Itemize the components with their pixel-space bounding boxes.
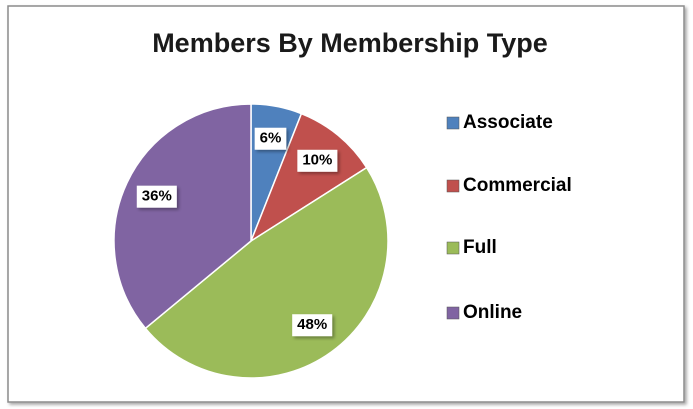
data-label: 36% — [142, 188, 172, 205]
legend-swatch — [446, 116, 460, 130]
pie-slice — [113, 103, 252, 330]
data-label: 10% — [302, 152, 332, 169]
data-label-box — [292, 314, 333, 337]
legend-swatch — [446, 241, 460, 255]
data-label-box — [297, 149, 338, 172]
data-label-box — [136, 185, 177, 208]
legend-label: Online — [463, 302, 522, 323]
legend-label: Full — [463, 237, 497, 258]
data-label-box — [254, 127, 287, 150]
legend-swatch — [446, 179, 460, 193]
legend-swatch — [446, 306, 460, 320]
legend-label: Commercial — [463, 175, 572, 196]
pie-slice — [249, 112, 368, 243]
data-label: 48% — [297, 316, 327, 333]
chart-title: Members By Membership Type — [152, 28, 548, 58]
legend-label: Associate — [463, 112, 553, 133]
data-label: 6% — [260, 130, 282, 147]
